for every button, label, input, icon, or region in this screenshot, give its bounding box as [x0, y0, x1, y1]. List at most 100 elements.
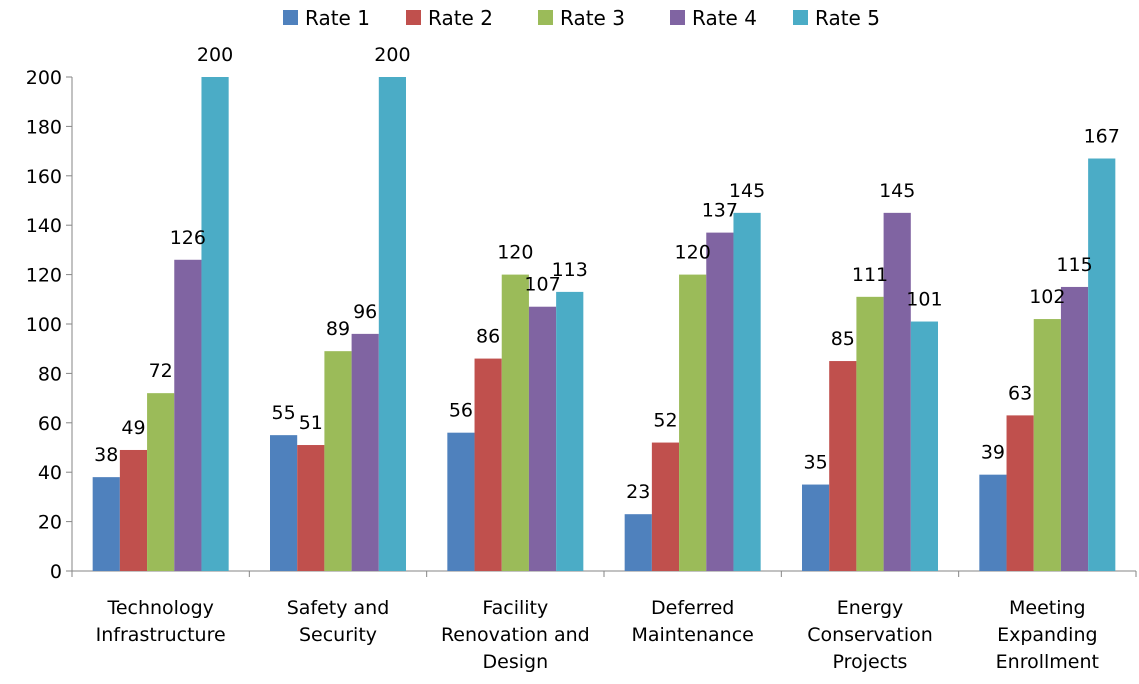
bars	[92, 77, 1116, 572]
bar-cat1-rate-2	[297, 445, 325, 571]
category-label-line: Facility	[482, 597, 548, 619]
y-tick-label-160: 160	[26, 166, 62, 188]
category-label-line: Meeting	[1009, 597, 1086, 619]
data-label-cat1-rate-4: 96	[353, 301, 377, 323]
bar-cat5-rate-4	[1060, 286, 1089, 571]
bar-cat3-rate-4	[706, 232, 734, 572]
category-label-line: Safety and	[287, 597, 390, 619]
bar-cat1-rate-4	[351, 333, 379, 571]
legend-label-rate-5: Rate 5	[815, 6, 880, 30]
category-label-line: Conservation	[807, 624, 933, 646]
bar-cat3-rate-1	[624, 514, 652, 571]
data-label-cat2-rate-5: 113	[552, 259, 588, 281]
legend-swatch-rate-5	[793, 10, 808, 25]
data-label-cat5-rate-1: 39	[981, 442, 1005, 464]
bar-cat2-rate-1	[447, 432, 475, 571]
bar-cat4-rate-5	[910, 321, 938, 571]
bar-cat3-rate-2	[651, 442, 680, 571]
y-tick-label-40: 40	[38, 462, 62, 484]
bar-cat3-rate-5	[733, 212, 761, 571]
data-label-cat3-rate-3: 120	[675, 242, 711, 264]
data-label-cat1-rate-3: 89	[326, 318, 350, 340]
data-label-cat4-rate-2: 85	[831, 328, 855, 350]
category-label-line: Infrastructure	[96, 624, 226, 646]
data-label-cat0-rate-5: 200	[197, 44, 233, 66]
data-label-cat3-rate-1: 23	[626, 481, 650, 503]
bar-cat5-rate-3	[1033, 319, 1061, 571]
bar-cat5-rate-1	[979, 474, 1007, 571]
bar-cat5-rate-2	[1006, 415, 1034, 571]
category-label-line: Deferred	[651, 597, 734, 619]
bar-cat2-rate-5	[556, 291, 584, 571]
category-label-4: Energy Conservation Projects	[807, 597, 933, 673]
data-label-cat4-rate-4: 145	[879, 180, 915, 202]
data-label-cat4-rate-5: 101	[906, 289, 942, 311]
data-label-cat1-rate-2: 51	[299, 412, 323, 434]
y-tick-label-140: 140	[26, 215, 62, 237]
data-label-cat5-rate-4: 115	[1056, 254, 1092, 276]
data-label-cat5-rate-5: 167	[1084, 126, 1120, 148]
bar-cat1-rate-1	[270, 435, 298, 571]
bar-cat0-rate-4	[174, 259, 202, 571]
data-label-cat3-rate-5: 145	[729, 180, 765, 202]
category-label-line: Projects	[833, 651, 908, 673]
legend-label-rate-1: Rate 1	[305, 6, 370, 30]
y-axis: 0 20 40 60 80 100 120 140 160 180 200	[26, 67, 73, 583]
bar-cat4-rate-2	[829, 361, 857, 571]
bar-cat2-rate-3	[501, 274, 529, 571]
category-label-3: Deferred Maintenance	[631, 597, 753, 646]
legend-label-rate-3: Rate 3	[560, 6, 625, 30]
category-label-2: Facility Renovation and Design	[441, 597, 590, 673]
legend-swatch-rate-4	[670, 10, 685, 25]
y-tick-label-120: 120	[26, 265, 62, 287]
bar-cat1-rate-3	[324, 351, 352, 571]
data-label-cat5-rate-2: 63	[1008, 382, 1032, 404]
bar-cat4-rate-3	[856, 296, 884, 571]
legend: Rate 1 Rate 2 Rate 3 Rate 4 Rate 5	[283, 6, 880, 30]
data-label-cat3-rate-2: 52	[653, 410, 677, 432]
legend-swatch-rate-1	[283, 10, 298, 25]
y-tick-label-200: 200	[26, 67, 62, 89]
category-label-5: Meeting Expanding Enrollment	[996, 597, 1099, 673]
bar-cat2-rate-4	[528, 306, 557, 571]
data-label-cat0-rate-1: 38	[94, 444, 118, 466]
y-tick-label-80: 80	[38, 363, 62, 385]
bar-cat1-rate-5	[378, 77, 406, 571]
legend-swatch-rate-2	[406, 10, 421, 25]
data-label-cat2-rate-3: 120	[497, 242, 533, 264]
category-label-0: Technology Infrastructure	[96, 597, 226, 646]
y-tick-label-100: 100	[26, 314, 62, 336]
category-label-line: Energy	[837, 597, 904, 619]
bar-cat0-rate-1	[92, 477, 120, 571]
legend-swatch-rate-3	[538, 10, 553, 25]
bar-cat5-rate-5	[1088, 158, 1116, 571]
x-axis: Technology Infrastructure Safety and Securi…	[71, 570, 1137, 673]
bar-cat3-rate-3	[679, 274, 707, 571]
data-label-cat2-rate-4: 107	[524, 274, 560, 296]
bar-cat0-rate-2	[119, 449, 148, 571]
data-label-cat3-rate-4: 137	[702, 200, 738, 222]
data-label-cat0-rate-2: 49	[121, 417, 145, 439]
category-label-line: Security	[299, 624, 377, 646]
y-tick-label-20: 20	[38, 512, 62, 534]
category-label-line: Technology	[106, 597, 213, 619]
bar-cat4-rate-4	[883, 212, 911, 571]
y-tick-label-60: 60	[38, 413, 62, 435]
legend-label-rate-4: Rate 4	[692, 6, 757, 30]
bar-cat0-rate-3	[147, 393, 175, 571]
data-label-cat0-rate-3: 72	[149, 360, 173, 382]
data-label-cat4-rate-1: 35	[804, 452, 828, 474]
data-label-cat1-rate-1: 55	[272, 402, 296, 424]
data-label-cat5-rate-3: 102	[1029, 286, 1065, 308]
category-label-line: Enrollment	[996, 651, 1099, 673]
category-label-line: Design	[483, 651, 549, 673]
legend-label-rate-2: Rate 2	[428, 6, 493, 30]
category-label-line: Renovation and	[441, 624, 590, 646]
data-label-cat1-rate-5: 200	[374, 44, 410, 66]
y-tick-label-180: 180	[26, 116, 62, 138]
data-label-cat2-rate-1: 56	[449, 400, 473, 422]
bar-cat0-rate-5	[201, 77, 229, 571]
data-label-cat2-rate-2: 86	[476, 326, 500, 348]
